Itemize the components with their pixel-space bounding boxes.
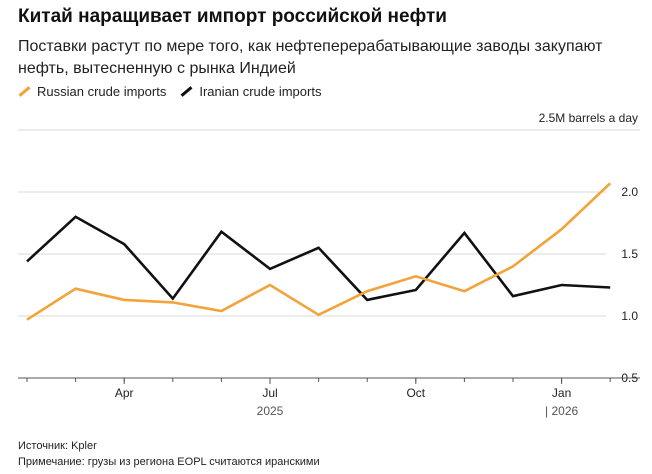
y-tick-label: 2.0	[621, 185, 638, 199]
year-label: 2025	[257, 404, 284, 418]
series-line-iranian	[26, 215, 611, 302]
y-tick-label: 1.0	[621, 309, 638, 323]
x-tick-label: Jul	[262, 386, 277, 400]
series-line-russian	[26, 182, 612, 321]
legend-item-russian: Russian crude imports	[18, 84, 166, 99]
footnote: Примечание: грузы из региона EOPL считаю…	[18, 456, 320, 468]
x-tick-label: Jan	[552, 386, 571, 400]
year-label: | 2026	[545, 404, 578, 418]
legend-label-russian: Russian crude imports	[37, 84, 167, 99]
unit-label: 2.5M barrels a day	[538, 111, 638, 125]
chart-subtitle: Поставки растут по мере того, как нефтеп…	[18, 38, 603, 77]
legend: Russian crude imports Iranian crude impo…	[18, 84, 321, 99]
x-tick-label: Apr	[115, 386, 134, 400]
source-note: Источник: Kpler	[18, 440, 97, 452]
footer: Источник: Kpler Примечание: грузы из рег…	[18, 438, 320, 470]
y-tick-label: 1.5	[621, 247, 638, 261]
x-tick-label: Oct	[406, 386, 425, 400]
chart-title: Китай наращивает импорт российской нефти	[18, 6, 447, 27]
legend-item-iranian: Iranian crude imports	[180, 84, 321, 99]
legend-label-iranian: Iranian crude imports	[199, 84, 322, 99]
